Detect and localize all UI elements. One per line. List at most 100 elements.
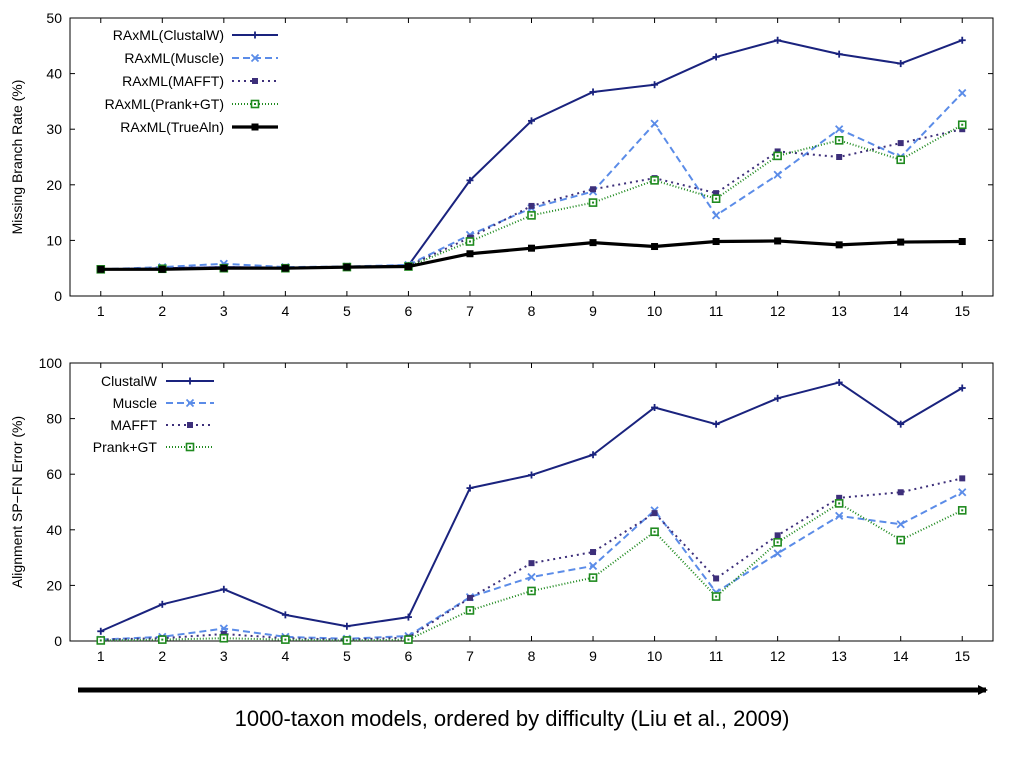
- legend-marker: [186, 377, 194, 385]
- y-axis-label: Missing Branch Rate (%): [9, 80, 25, 235]
- data-point: [774, 148, 781, 155]
- x-tick-label: 12: [770, 303, 786, 319]
- x-tick-label: 11: [709, 303, 724, 319]
- legend-label: Prank+GT: [93, 439, 158, 455]
- legend-item: RAxML(Muscle): [124, 50, 278, 66]
- data-point: [650, 176, 659, 185]
- data-point: [465, 606, 475, 615]
- x-tick-label: 1: [97, 648, 105, 664]
- data-point: [219, 624, 228, 633]
- data-point: [588, 198, 598, 207]
- data-point: [589, 88, 597, 96]
- data-point: [466, 594, 473, 601]
- data-point: [711, 194, 721, 203]
- legend-item: RAxML(ClustalW): [113, 27, 278, 43]
- series-raxml-clustalw: [97, 36, 966, 273]
- data-point: [404, 635, 413, 644]
- x-tick-label: 10: [647, 648, 663, 664]
- figure-caption: 1000-taxon models, ordered by difficulty…: [234, 706, 790, 731]
- legend-label: ClustalW: [101, 373, 158, 389]
- data-point: [835, 511, 844, 521]
- legend-marker: [187, 422, 193, 428]
- data-point: [773, 538, 782, 547]
- x-tick-label: 9: [589, 648, 597, 664]
- y-tick-label: 60: [46, 466, 62, 482]
- data-point: [712, 53, 720, 61]
- x-tick-label: 2: [158, 303, 166, 319]
- legend-marker: [251, 31, 259, 39]
- data-point: [897, 489, 904, 496]
- data-point: [834, 499, 844, 508]
- data-point: [220, 264, 228, 272]
- data-point: [342, 636, 352, 645]
- data-point: [527, 211, 536, 220]
- data-point: [590, 186, 597, 193]
- legend-item: RAxML(TrueAln): [120, 119, 278, 135]
- data-point: [836, 494, 843, 501]
- data-point: [97, 265, 105, 273]
- series-prank-gt: [96, 499, 967, 645]
- data-point: [774, 532, 781, 539]
- legend-item: MAFFT: [110, 417, 214, 433]
- data-point: [158, 600, 166, 608]
- x-tick-label: 1: [97, 303, 105, 319]
- data-point: [958, 238, 966, 246]
- x-tick-label: 15: [954, 303, 970, 319]
- x-tick-label: 15: [954, 648, 970, 664]
- data-point: [466, 250, 474, 258]
- series-line: [100, 39, 963, 271]
- legend-item: RAxML(Prank+GT): [105, 96, 278, 112]
- data-point: [97, 627, 105, 635]
- data-point: [651, 403, 659, 411]
- y-tick-label: 40: [46, 66, 62, 82]
- data-point: [281, 611, 289, 619]
- legend-label: RAxML(ClustalW): [113, 27, 224, 43]
- data-point: [590, 549, 597, 556]
- data-point: [897, 140, 904, 147]
- data-point: [528, 560, 535, 567]
- data-point: [713, 575, 720, 582]
- x-tick-label: 4: [281, 648, 289, 664]
- data-point: [958, 36, 966, 44]
- y-tick-label: 100: [39, 355, 63, 371]
- x-tick-label: 8: [528, 303, 536, 319]
- data-point: [897, 60, 905, 68]
- data-point: [897, 238, 905, 246]
- x-tick-label: 7: [466, 303, 474, 319]
- x-tick-label: 13: [831, 648, 847, 664]
- x-tick-label: 12: [770, 648, 786, 664]
- data-point: [774, 36, 782, 44]
- x-tick-label: 4: [281, 303, 289, 319]
- series-line: [100, 502, 963, 642]
- x-tick-label: 5: [343, 648, 351, 664]
- data-point: [711, 211, 721, 220]
- data-point: [650, 119, 659, 128]
- data-point: [835, 50, 843, 58]
- data-point: [713, 190, 720, 197]
- data-point: [958, 88, 967, 98]
- x-tick-label: 5: [343, 303, 351, 319]
- data-point: [835, 241, 843, 249]
- series-clustalw: [97, 378, 966, 635]
- legend-label: RAxML(MAFFT): [122, 73, 224, 89]
- y-axis-label: Alignment SP−FN Error (%): [9, 416, 25, 588]
- data-point: [158, 635, 167, 644]
- legend-label: RAxML(Prank+GT): [105, 96, 224, 112]
- data-point: [466, 176, 474, 184]
- data-point: [588, 561, 598, 571]
- y-tick-label: 30: [46, 121, 62, 137]
- data-point: [651, 81, 659, 89]
- plot-frame: [69, 362, 994, 642]
- data-point: [958, 384, 966, 392]
- legend-item: Prank+GT: [93, 439, 214, 455]
- data-point: [96, 636, 106, 645]
- data-point: [773, 549, 782, 558]
- data-point: [466, 484, 474, 492]
- missing-branch-rate-chart: 1 2 3 4 5 6 7 8 9 10 11 12 13 14 1501020304050Missing …: [9, 10, 994, 319]
- x-tick-label: 14: [893, 303, 909, 319]
- data-point: [588, 573, 598, 582]
- data-point: [834, 136, 844, 145]
- x-tick-label: 2: [158, 648, 166, 664]
- data-point: [896, 155, 906, 165]
